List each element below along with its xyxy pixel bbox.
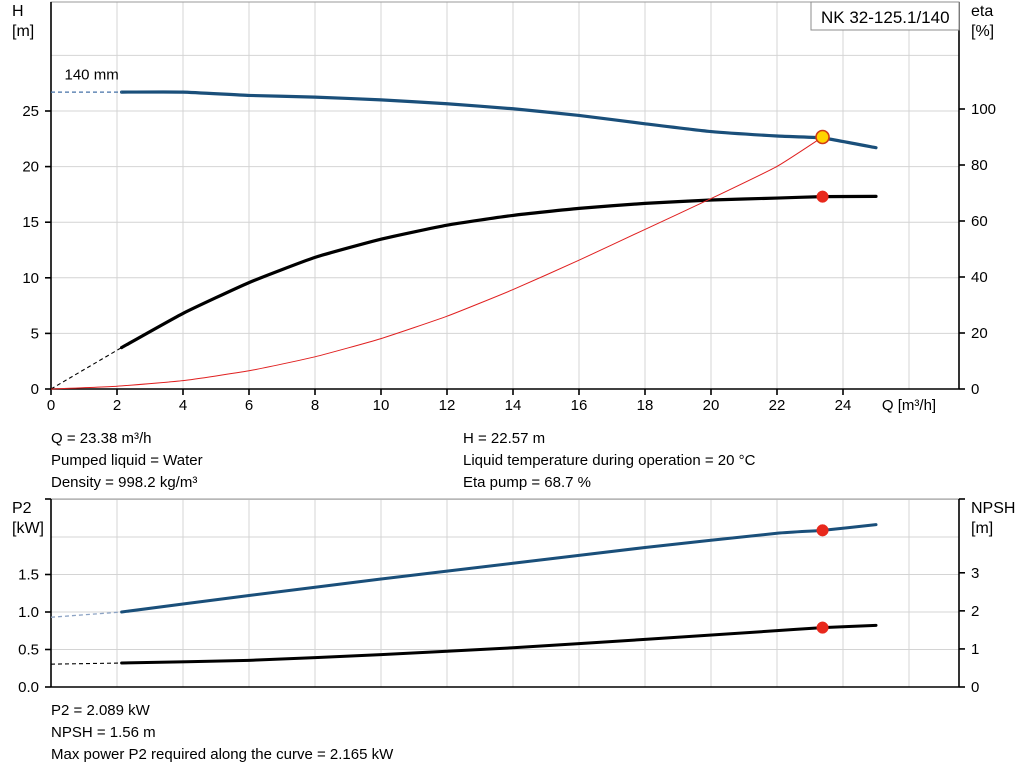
svg-text:[%]: [%] xyxy=(971,23,994,40)
svg-text:1: 1 xyxy=(971,641,979,658)
svg-text:NPSH: NPSH xyxy=(971,500,1015,517)
svg-text:0.5: 0.5 xyxy=(18,642,39,659)
svg-text:[m]: [m] xyxy=(971,520,993,537)
svg-text:0.0: 0.0 xyxy=(18,679,39,696)
svg-text:10: 10 xyxy=(373,397,390,414)
svg-text:Pumped liquid = Water: Pumped liquid = Water xyxy=(51,452,203,469)
svg-text:20: 20 xyxy=(703,397,720,414)
svg-text:1.0: 1.0 xyxy=(18,604,39,621)
svg-text:20: 20 xyxy=(971,325,988,342)
svg-text:Density = 998.2 kg/m³: Density = 998.2 kg/m³ xyxy=(51,474,197,491)
svg-text:100: 100 xyxy=(971,101,996,118)
svg-text:6: 6 xyxy=(245,397,253,414)
svg-text:2: 2 xyxy=(971,603,979,620)
svg-text:Liquid temperature during oper: Liquid temperature during operation = 20… xyxy=(463,452,756,469)
svg-text:1.5: 1.5 xyxy=(18,567,39,584)
svg-text:24: 24 xyxy=(835,397,852,414)
svg-text:P2 = 2.089 kW: P2 = 2.089 kW xyxy=(51,702,151,719)
svg-text:Q = 23.38 m³/h: Q = 23.38 m³/h xyxy=(51,430,151,447)
svg-text:10: 10 xyxy=(22,270,39,287)
svg-text:0: 0 xyxy=(971,679,979,696)
svg-text:H = 22.57 m: H = 22.57 m xyxy=(463,430,545,447)
svg-text:60: 60 xyxy=(971,213,988,230)
svg-text:H: H xyxy=(12,3,24,20)
svg-text:NK 32-125.1/140: NK 32-125.1/140 xyxy=(821,8,950,27)
svg-text:4: 4 xyxy=(179,397,187,414)
svg-text:0: 0 xyxy=(31,381,39,398)
svg-text:3: 3 xyxy=(971,565,979,582)
svg-text:Max power P2 required along th: Max power P2 required along the curve = … xyxy=(51,746,394,763)
svg-text:80: 80 xyxy=(971,157,988,174)
svg-text:Eta pump = 68.7 %: Eta pump = 68.7 % xyxy=(463,474,591,491)
svg-text:20: 20 xyxy=(22,159,39,176)
svg-text:12: 12 xyxy=(439,397,456,414)
svg-text:14: 14 xyxy=(505,397,522,414)
svg-text:[m]: [m] xyxy=(12,23,34,40)
svg-text:0: 0 xyxy=(971,381,979,398)
svg-text:0: 0 xyxy=(47,397,55,414)
svg-text:Q [m³/h]: Q [m³/h] xyxy=(882,397,936,414)
svg-text:[kW]: [kW] xyxy=(12,520,44,537)
svg-text:eta: eta xyxy=(971,3,993,20)
svg-text:140 mm: 140 mm xyxy=(65,67,119,84)
svg-text:5: 5 xyxy=(31,325,39,342)
svg-text:2: 2 xyxy=(113,397,121,414)
svg-text:25: 25 xyxy=(22,103,39,120)
svg-text:16: 16 xyxy=(571,397,588,414)
svg-text:8: 8 xyxy=(311,397,319,414)
svg-text:18: 18 xyxy=(637,397,654,414)
svg-text:22: 22 xyxy=(769,397,786,414)
svg-text:15: 15 xyxy=(22,214,39,231)
svg-text:40: 40 xyxy=(971,269,988,286)
svg-text:NPSH = 1.56 m: NPSH = 1.56 m xyxy=(51,724,156,741)
svg-text:P2: P2 xyxy=(12,500,32,517)
